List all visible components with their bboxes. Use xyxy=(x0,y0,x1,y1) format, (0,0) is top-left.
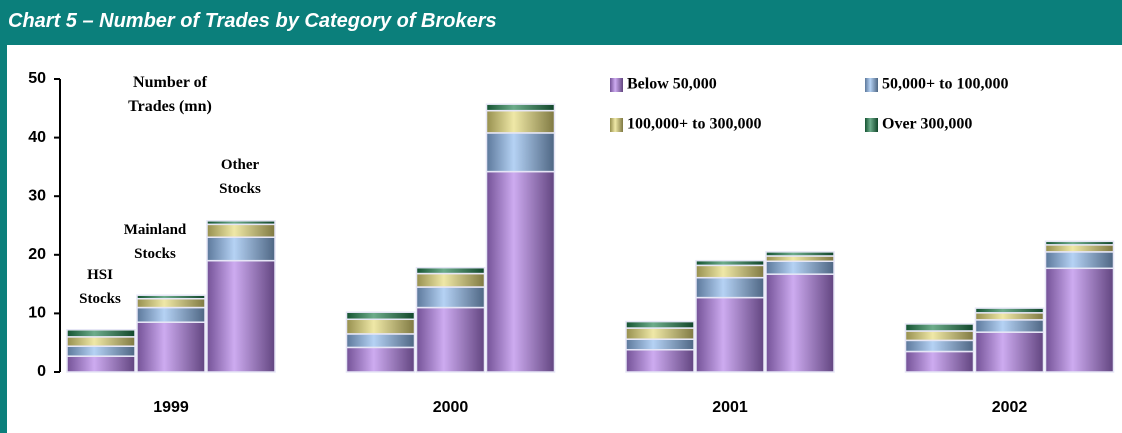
x-tick-label: 1999 xyxy=(153,399,189,416)
annotation: Other Stocks xyxy=(219,157,261,197)
x-tick-label: 2001 xyxy=(712,399,748,416)
legend-label: 100,000+ to 300,000 xyxy=(627,116,761,133)
bar-segment xyxy=(136,298,206,309)
annotation: Mainland Stocks xyxy=(123,222,187,262)
bar-segment xyxy=(695,259,765,267)
legend-marker xyxy=(610,78,623,92)
bar-segment xyxy=(765,255,835,262)
bar-segment xyxy=(485,132,556,173)
bar-segment xyxy=(695,276,765,299)
bar-segment xyxy=(345,346,416,373)
bar-segment xyxy=(66,355,136,373)
bar-segment xyxy=(136,321,206,373)
y-tick-label: 50 xyxy=(28,70,46,87)
bar-segment xyxy=(345,318,416,335)
annotation: HSI Stocks xyxy=(79,267,121,307)
bar-segment xyxy=(415,286,486,309)
side-border xyxy=(0,45,7,433)
bar-segment xyxy=(695,296,765,373)
bar-segment xyxy=(206,223,276,238)
bar-segment xyxy=(625,348,695,373)
y-tick-label: 10 xyxy=(28,305,46,322)
legend-label: 50,000+ to 100,000 xyxy=(882,76,1008,93)
bar-segment xyxy=(904,330,975,342)
x-tick-label: 2000 xyxy=(433,399,469,416)
bar-segment xyxy=(206,236,276,262)
bar-segment xyxy=(625,320,695,329)
bar-segment xyxy=(765,273,835,373)
bar-segment xyxy=(974,312,1045,321)
bar-segment xyxy=(974,331,1045,373)
bar-segment xyxy=(1044,240,1115,246)
bar-segment xyxy=(345,311,416,321)
y-tick-label: 40 xyxy=(28,129,46,146)
legend-label: Below 50,000 xyxy=(627,76,717,93)
bar-segment xyxy=(695,264,765,279)
bar-segment xyxy=(904,350,975,373)
y-tick-label: 0 xyxy=(37,363,46,380)
legend-marker xyxy=(610,118,623,132)
legend-marker xyxy=(865,118,878,132)
bar-segment xyxy=(415,272,486,288)
bar-segment xyxy=(625,327,695,340)
bar-segment xyxy=(485,103,556,112)
legend-marker xyxy=(865,78,878,92)
header-bar xyxy=(0,0,1122,45)
bar-segment xyxy=(974,307,1045,314)
bar-segment xyxy=(974,319,1045,333)
bar-segment xyxy=(485,109,556,134)
y-tick-label: 30 xyxy=(28,187,46,204)
bar-segment xyxy=(415,306,486,373)
bar-segment xyxy=(1044,251,1115,270)
bar-segment xyxy=(136,306,206,323)
y-tick-label: 20 xyxy=(28,246,46,263)
bar-segment xyxy=(1044,244,1115,253)
chart-title: Chart 5 – Number of Trades by Category o… xyxy=(8,10,497,32)
bar-segment xyxy=(136,294,206,300)
bar-segment xyxy=(625,338,695,351)
bar-segment xyxy=(904,339,975,353)
bar-segment xyxy=(206,220,276,226)
bar-segment xyxy=(765,260,835,275)
bar-segment xyxy=(415,266,486,275)
bar-segment xyxy=(1044,267,1115,373)
bar-segment xyxy=(206,259,276,373)
y-axis-title: Number of Trades (mn) xyxy=(128,74,212,115)
bar-segment xyxy=(765,251,835,257)
bar-segment xyxy=(66,336,136,347)
bar-segment xyxy=(66,329,136,338)
bar-segment xyxy=(345,333,416,349)
x-tick-label: 2002 xyxy=(992,399,1028,416)
legend-label: Over 300,000 xyxy=(882,116,972,133)
bar-segment xyxy=(904,323,975,332)
bar-segment xyxy=(485,170,556,373)
bar-segment xyxy=(66,345,136,357)
